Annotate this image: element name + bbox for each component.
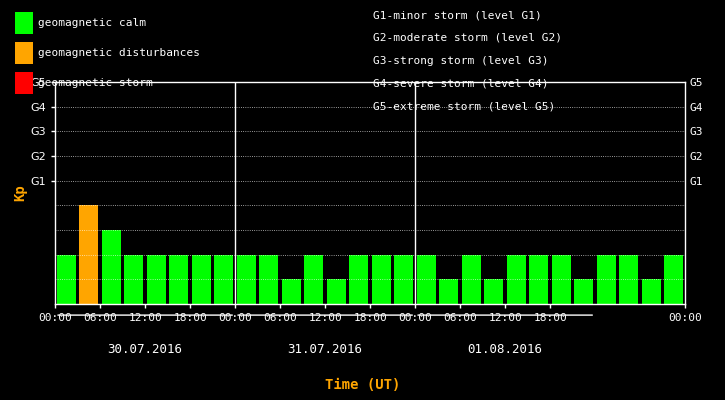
Bar xyxy=(417,255,436,304)
Y-axis label: Kp: Kp xyxy=(14,185,28,201)
Text: geomagnetic storm: geomagnetic storm xyxy=(38,78,153,88)
Bar xyxy=(462,255,481,304)
Bar xyxy=(574,279,594,304)
Bar xyxy=(507,255,526,304)
Bar xyxy=(349,255,368,304)
Text: G5-extreme storm (level G5): G5-extreme storm (level G5) xyxy=(373,101,555,111)
Bar xyxy=(439,279,458,304)
Text: G4-severe storm (level G4): G4-severe storm (level G4) xyxy=(373,78,549,88)
Bar xyxy=(192,255,211,304)
Bar xyxy=(102,230,121,304)
Bar xyxy=(529,255,548,304)
Bar xyxy=(124,255,144,304)
Bar xyxy=(260,255,278,304)
Bar xyxy=(372,255,391,304)
Bar xyxy=(327,279,346,304)
Text: 01.08.2016: 01.08.2016 xyxy=(468,343,542,356)
Bar xyxy=(146,255,166,304)
Text: geomagnetic disturbances: geomagnetic disturbances xyxy=(38,48,200,58)
Bar xyxy=(394,255,413,304)
Text: G1-minor storm (level G1): G1-minor storm (level G1) xyxy=(373,10,542,20)
Text: Time (UT): Time (UT) xyxy=(325,378,400,392)
Bar xyxy=(619,255,639,304)
Bar xyxy=(304,255,323,304)
Bar xyxy=(170,255,188,304)
Text: G2-moderate storm (level G2): G2-moderate storm (level G2) xyxy=(373,33,563,43)
Text: geomagnetic calm: geomagnetic calm xyxy=(38,18,146,28)
Bar xyxy=(484,279,503,304)
Text: 31.07.2016: 31.07.2016 xyxy=(288,343,362,356)
Text: 30.07.2016: 30.07.2016 xyxy=(107,343,183,356)
Bar xyxy=(79,205,99,304)
Bar xyxy=(57,255,76,304)
Bar xyxy=(642,279,661,304)
Text: G3-strong storm (level G3): G3-strong storm (level G3) xyxy=(373,56,549,66)
Bar xyxy=(237,255,256,304)
Bar xyxy=(215,255,233,304)
Bar xyxy=(552,255,571,304)
Bar xyxy=(664,255,684,304)
Bar xyxy=(282,279,301,304)
Bar xyxy=(597,255,616,304)
